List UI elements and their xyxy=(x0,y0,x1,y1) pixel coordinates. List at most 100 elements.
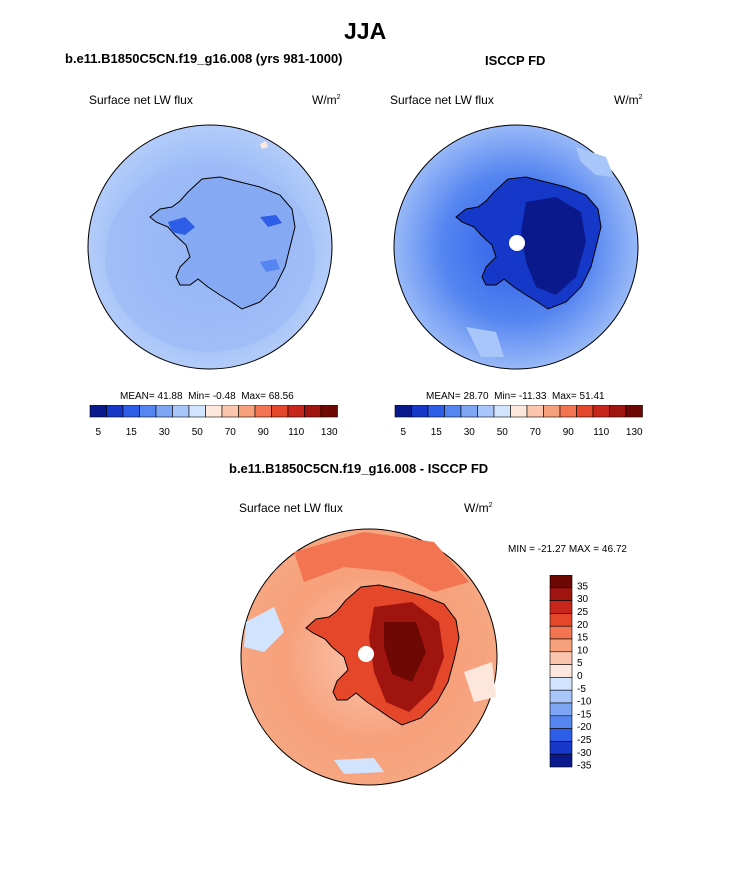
obs-colorbar-box xyxy=(477,405,495,418)
model-stats: MEAN= 41.88 Min= -0.48 Max= 68.56 xyxy=(120,391,294,402)
model-colorbar-box xyxy=(254,405,272,418)
model-colorbar-box xyxy=(139,405,157,418)
obs-colorbar-tick: 70 xyxy=(530,427,542,438)
model-colorbar-box xyxy=(320,405,338,418)
model-colorbar-box xyxy=(221,405,239,418)
model-colorbar-box xyxy=(89,405,107,418)
obs-colorbar-box xyxy=(411,405,429,418)
obs-colorbar-box xyxy=(609,405,627,418)
diff-variable-label: Surface net LW flux xyxy=(239,501,343,515)
model-colorbar-tick: 30 xyxy=(159,427,171,438)
model-colorbar-tick: 15 xyxy=(126,427,138,438)
model-colorbar: 5 15 30 50 70 90 110 130 xyxy=(89,405,338,438)
model-colorbar-box xyxy=(106,405,124,418)
diff-colorbar-tick: -5 xyxy=(577,684,586,695)
diff-cool-patch-west xyxy=(244,607,284,652)
model-polar-map xyxy=(87,124,333,370)
diff-colorbar-tick: 5 xyxy=(577,658,583,669)
model-cold-patch-1 xyxy=(168,217,195,235)
obs-colorbar: 5 15 30 50 70 90 110 130 xyxy=(394,405,643,438)
obs-colorbar-box xyxy=(444,405,462,418)
obs-colorbar-box xyxy=(493,405,511,418)
diff-colorbar-box xyxy=(549,702,573,717)
obs-colorbar-box xyxy=(427,405,445,418)
obs-light-patch-1 xyxy=(576,147,614,177)
model-colorbar-box xyxy=(287,405,305,418)
obs-panel-title: ISCCP FD xyxy=(485,53,546,68)
diff-polar-map xyxy=(240,528,498,786)
model-colorbar-box xyxy=(271,405,289,418)
diff-colorbar-tick: -15 xyxy=(577,709,592,720)
obs-colorbar-box xyxy=(510,405,528,418)
diff-colorbar-box xyxy=(549,575,573,589)
model-colorbar-tick: 50 xyxy=(192,427,204,438)
diff-warm-ring-north xyxy=(294,532,469,592)
obs-colorbar-box xyxy=(526,405,544,418)
model-colorbar-tick: 130 xyxy=(321,427,338,438)
model-colorbar-tick: 90 xyxy=(258,427,270,438)
model-antarctica-field xyxy=(149,176,296,310)
obs-colorbar-box xyxy=(559,405,577,418)
diff-colorbar-box xyxy=(549,638,573,653)
diff-colorbar-tick: 30 xyxy=(577,594,589,605)
diff-colorbar-box xyxy=(549,613,573,627)
diff-colorbar-tick: 0 xyxy=(577,671,583,682)
obs-stats: MEAN= 28.70 Min= -11.33 Max= 51.41 xyxy=(426,391,605,402)
model-colorbar-tick: 110 xyxy=(288,427,304,438)
obs-light-patch-2 xyxy=(466,327,504,357)
diff-colorbar-box xyxy=(549,625,573,640)
obs-pole-hole xyxy=(509,235,525,251)
obs-colorbar-tick: 15 xyxy=(431,427,443,438)
obs-colorbar-tick: 130 xyxy=(626,427,643,438)
diff-colorbar-box xyxy=(549,677,573,691)
model-cold-patch-3 xyxy=(260,259,280,272)
diff-panel-title: b.e11.B1850C5CN.f19_g16.008 - ISCCP FD xyxy=(229,461,489,476)
diff-colorbar-box xyxy=(549,728,573,742)
diff-colorbar-tick: 35 xyxy=(577,581,589,592)
obs-colorbar-box xyxy=(543,405,561,418)
diff-minmax-label: MIN = -21.27 MAX = 46.72 xyxy=(508,544,627,555)
obs-colorbar-tick: 110 xyxy=(593,427,609,438)
obs-colorbar-box xyxy=(592,405,610,418)
model-warm-patch xyxy=(260,141,268,149)
model-panel-title: b.e11.B1850C5CN.f19_g16.008 (yrs 981-100… xyxy=(65,51,343,66)
diff-cool-patch-south xyxy=(334,758,384,774)
obs-colorbar-box xyxy=(460,405,478,418)
model-colorbar-box xyxy=(188,405,206,418)
diff-colorbar-box xyxy=(549,689,573,704)
diff-colorbar-tick: 20 xyxy=(577,620,589,631)
obs-units-label: W/m2 xyxy=(614,93,643,107)
diff-colorbar-box xyxy=(549,741,573,755)
model-colorbar-box xyxy=(172,405,190,418)
diff-colorbar-box xyxy=(549,651,573,665)
obs-deep-cold-core xyxy=(521,197,586,295)
diff-colorbar-tick: -10 xyxy=(577,697,592,708)
diff-hottest-core xyxy=(384,622,426,682)
diff-colorbar-tick: -20 xyxy=(577,722,592,733)
obs-colorbar-tick: 90 xyxy=(563,427,575,438)
diff-colorbar-box xyxy=(549,587,573,601)
diff-units-label: W/m2 xyxy=(464,501,493,515)
diff-colorbar-box xyxy=(549,664,573,678)
diff-colorbar-tick: 25 xyxy=(577,607,589,618)
obs-colorbar-tick: 30 xyxy=(464,427,476,438)
diff-colorbar-box xyxy=(549,600,573,614)
obs-polar-map xyxy=(393,124,639,370)
obs-colorbar-tick: 5 xyxy=(400,427,406,438)
model-variable-label: Surface net LW flux xyxy=(89,93,193,107)
obs-colorbar-tick: 50 xyxy=(497,427,509,438)
model-colorbar-box xyxy=(205,405,223,418)
model-colorbar-tick: 70 xyxy=(225,427,237,438)
model-colorbar-box xyxy=(122,405,140,418)
model-colorbar-box xyxy=(155,405,173,418)
obs-colorbar-box xyxy=(625,405,643,418)
diff-colorbar-tick: 15 xyxy=(577,633,589,644)
diff-colorbar-box xyxy=(549,715,573,729)
diff-colorbar-tick: -25 xyxy=(577,735,592,746)
obs-variable-label: Surface net LW flux xyxy=(390,93,494,107)
model-cold-patch-2 xyxy=(260,215,282,227)
diff-colorbar-box xyxy=(549,753,573,768)
diff-light-patch-east xyxy=(464,662,496,702)
model-colorbar-tick: 5 xyxy=(95,427,101,438)
